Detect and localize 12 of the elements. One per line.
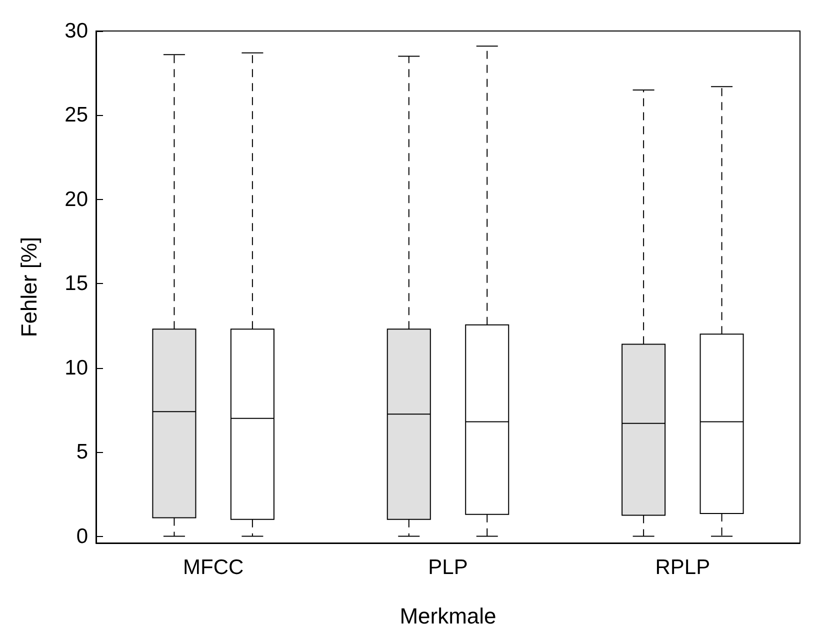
- y-tick-label: 5: [76, 440, 88, 464]
- y-tick-label: 25: [64, 104, 88, 127]
- x-axis-title: Merkmale: [400, 604, 496, 628]
- y-tick-label: 0: [76, 524, 88, 548]
- y-tick-label: 15: [64, 272, 88, 296]
- y-tick-label: 20: [64, 188, 88, 211]
- x-tick-label: RPLP: [655, 556, 710, 579]
- y-tick-label: 30: [64, 20, 88, 42]
- x-tick-label: PLP: [428, 556, 468, 579]
- y-tick-label: 10: [64, 356, 88, 380]
- x-tick-label: MFCC: [183, 556, 244, 579]
- y-axis-title: Fehler [%]: [16, 236, 42, 338]
